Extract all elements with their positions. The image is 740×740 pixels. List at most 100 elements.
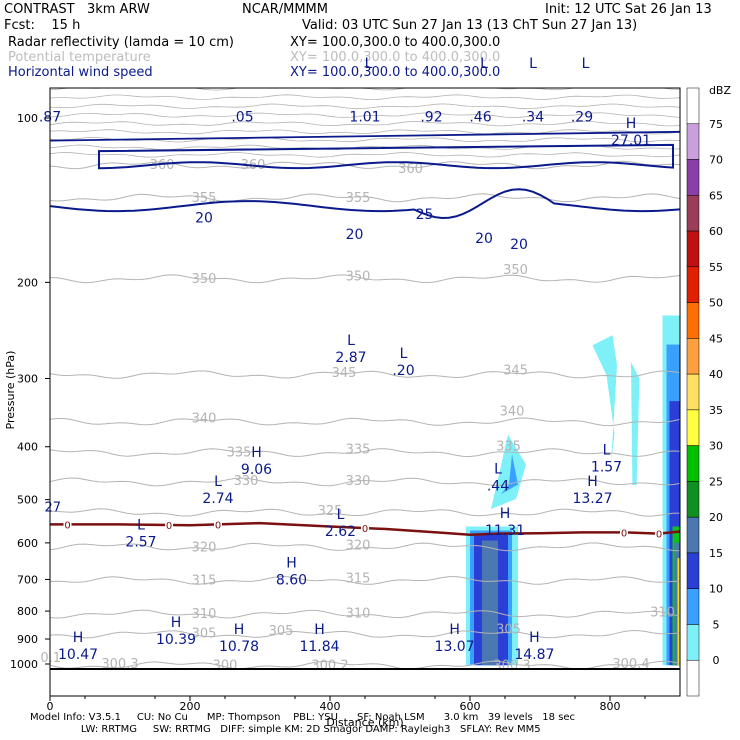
forecast-hour: Fcst: 15 h	[4, 18, 81, 33]
theta-label: 350	[346, 269, 371, 284]
colorbar-swatch	[686, 230, 700, 268]
theta-contour-300	[50, 660, 680, 670]
top-marker: L	[480, 56, 488, 72]
wind-label: 20	[475, 231, 493, 247]
y-tick-label: 1000	[10, 658, 38, 671]
valid-time: Valid: 03 UTC Sun 27 Jan 13 (13 ChT Sun …	[302, 18, 638, 33]
extremum-value: 2.87	[335, 350, 366, 366]
colorbar-tick-label: 20	[709, 511, 723, 524]
theta-contour-305	[50, 630, 680, 639]
model-title: CONTRAST 3km ARW	[4, 2, 150, 17]
colorbar-tick-label: 5	[713, 618, 720, 631]
theta-label: 315	[346, 572, 371, 587]
theta-label: 345	[503, 363, 528, 378]
colorbar-title: dBZ	[709, 84, 732, 97]
extremum-marker: H	[626, 116, 637, 132]
extremum-marker: H	[529, 630, 540, 646]
theta-contour-360	[50, 160, 680, 170]
colorbar-swatch	[686, 445, 700, 482]
theta-contour-330	[50, 477, 680, 487]
theta-label: 330	[234, 474, 259, 489]
wind-contour-25	[98, 143, 674, 170]
theta-contour-strat	[50, 129, 680, 135]
extremum-value: 13.27	[572, 491, 612, 507]
refl-edge-steel	[674, 542, 680, 666]
extremum-marker: L	[494, 461, 502, 477]
extremum-value: 11.84	[299, 639, 339, 655]
edge-label: 0.1	[40, 651, 61, 666]
theta-contour-strat	[50, 94, 680, 101]
theta-label: 310	[650, 606, 675, 621]
freezing-label: 0	[362, 524, 368, 535]
extremum-value: 11.31	[485, 523, 525, 539]
freezing-label: 0	[166, 521, 172, 532]
refl-anvil-mid	[501, 454, 518, 494]
colorbar-tick-label: 10	[709, 583, 723, 596]
theta-label: 355	[346, 191, 371, 206]
theta-label: 340	[500, 405, 525, 420]
extremum-marker: H	[251, 445, 262, 461]
wind-label: 20	[195, 210, 213, 226]
colorbar-swatch	[686, 123, 700, 160]
theta-label: 325	[318, 504, 343, 519]
theta-label: 335	[227, 446, 252, 461]
theta-contour-strat	[50, 136, 680, 143]
colorbar-swatch	[686, 659, 700, 697]
colorbar-tick-label: 40	[709, 368, 723, 381]
freezing-label-bg	[214, 519, 222, 530]
extremum-marker: H	[73, 630, 84, 646]
theta-label: 320	[346, 539, 371, 554]
colorbar-swatch	[686, 409, 700, 446]
theta-label: 350	[503, 263, 528, 278]
refl-cirrus	[592, 335, 617, 464]
freezing-label: 0	[64, 520, 70, 531]
extremum-value: .20	[392, 363, 414, 379]
theta-contour-355	[50, 193, 680, 203]
extremum-marker: L	[603, 442, 611, 458]
model-info-line2: LW: RRTMG SW: RRTMG DIFF: simple KM: 2D …	[30, 724, 541, 735]
extremum-marker: H	[314, 622, 325, 638]
theta-label: 335	[496, 440, 521, 455]
top-value: 1.01	[349, 109, 380, 125]
y-tick-label: 300	[17, 373, 38, 386]
extremum-marker: H	[234, 622, 245, 638]
theta-contour-315	[50, 575, 680, 585]
top-value: .05	[231, 109, 253, 125]
extremum-marker: H	[500, 506, 511, 522]
extremum-value: 9.06	[241, 462, 272, 478]
field-wind-xy: XY= 100.0,300.0 to 400.0,300.0	[290, 65, 501, 80]
colorbar-tick-label: 25	[709, 475, 723, 488]
theta-contour-strat	[50, 120, 680, 127]
colorbar-tick-label: 45	[709, 332, 723, 345]
x-tick-label: 0	[47, 700, 54, 713]
y-tick-label: 600	[17, 537, 38, 550]
freezing-label: 0	[215, 520, 221, 531]
theta-contour-335	[50, 448, 680, 458]
theta-contour-strat	[50, 103, 680, 110]
extremum-value: 2.62	[325, 524, 356, 540]
extremum-value: 14.87	[514, 647, 554, 663]
extremum-value: 10.78	[219, 639, 259, 655]
y-tick-label: 900	[17, 633, 38, 646]
x-tick-label: 600	[460, 700, 481, 713]
freezing-label-bg	[63, 519, 72, 530]
theta-contour-strat	[50, 43, 680, 48]
freezing-label: 0	[621, 528, 627, 539]
theta-contour-strat	[50, 112, 680, 118]
colorbar-swatch	[686, 159, 700, 196]
extremum-value: 8.60	[276, 573, 307, 589]
theta-label: 360	[398, 162, 423, 177]
extremum-value: 13.07	[435, 639, 475, 655]
top-value: .92	[420, 109, 442, 125]
top-value: .46	[469, 109, 491, 125]
theta-contour-strat	[50, 152, 680, 158]
colorbar-tick-label: 75	[709, 118, 723, 131]
wind-contours: 20 20 25 20 20	[50, 130, 680, 253]
colorbar-swatch	[686, 87, 700, 125]
colorbar-tick-label: 70	[709, 154, 723, 167]
refl-anvil-light	[491, 434, 526, 509]
